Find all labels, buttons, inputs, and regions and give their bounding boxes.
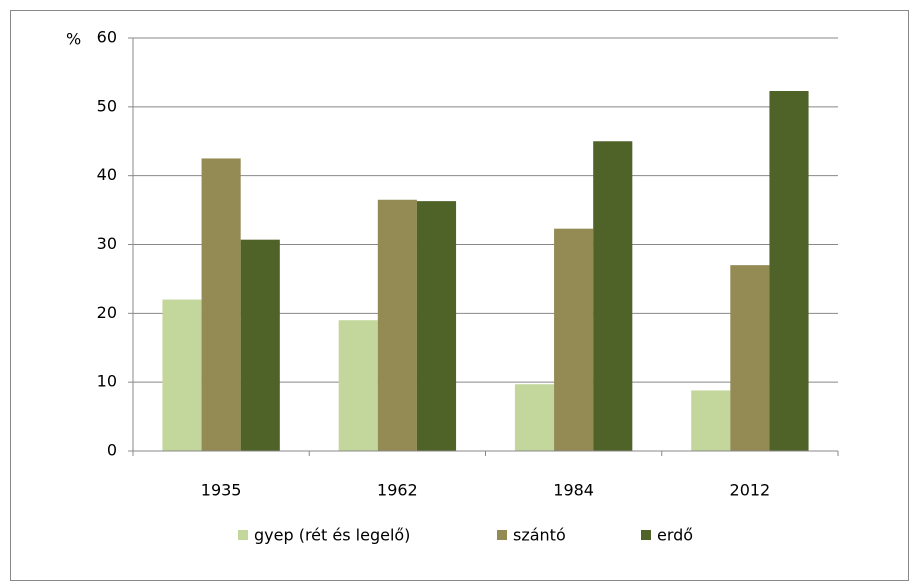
legend-swatch: [238, 530, 248, 540]
x-tick-label: 1984: [553, 481, 594, 500]
x-tick-label: 1935: [201, 481, 242, 500]
legend-swatch: [497, 530, 507, 540]
bar: [377, 199, 417, 451]
bar: [593, 141, 633, 451]
y-tick-label: 30: [97, 234, 117, 253]
y-tick-label: 0: [107, 441, 117, 460]
bar: [416, 201, 457, 451]
y-tick-label: 50: [97, 96, 117, 115]
y-tick-label: 40: [97, 165, 117, 184]
bar: [691, 390, 731, 451]
bar: [769, 91, 809, 452]
bar: [201, 158, 241, 452]
x-tick-label: 1962: [377, 481, 418, 500]
y-axis-label: %: [66, 30, 81, 49]
y-tick-label: 20: [97, 303, 117, 322]
bar: [162, 299, 202, 451]
y-tick-label: 10: [97, 372, 117, 391]
x-tick-label: 2012: [730, 481, 771, 500]
bar: [514, 384, 555, 451]
legend-label: szántó: [513, 526, 566, 545]
bar: [240, 239, 280, 451]
legend-label: erdő: [657, 526, 693, 545]
bar: [554, 228, 594, 451]
legend-label: gyep (rét és legelő): [254, 526, 410, 545]
y-tick-label: 60: [97, 28, 117, 47]
bar: [338, 320, 378, 451]
bar: [730, 265, 770, 451]
legend-swatch: [641, 530, 651, 540]
